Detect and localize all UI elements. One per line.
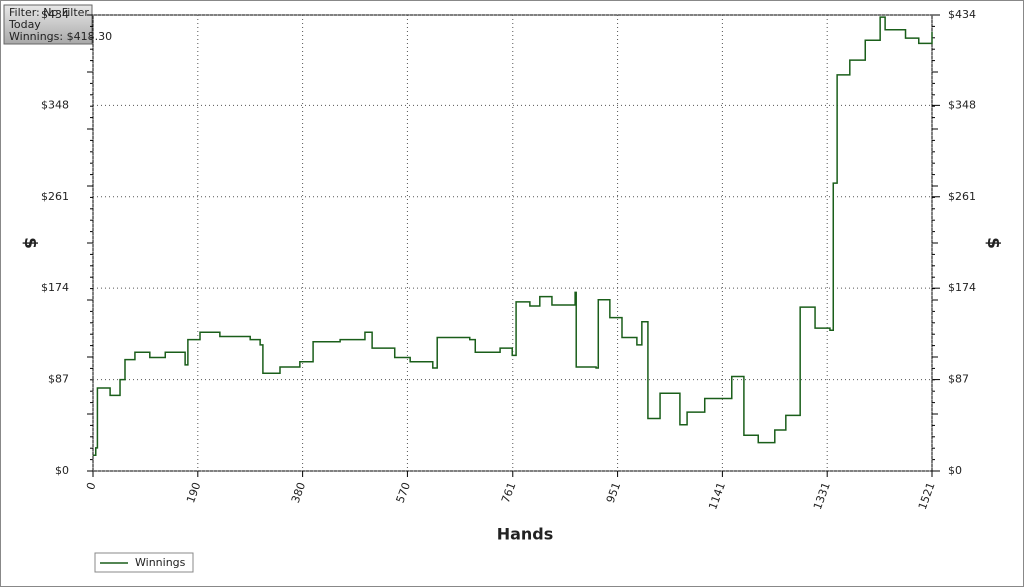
info-line: Today (8, 18, 41, 31)
y-tick-label: $261 (41, 190, 69, 203)
data-line (93, 16, 933, 456)
y-tick-label: $87 (48, 373, 69, 386)
x-axis-label: Hands (497, 525, 554, 544)
y-tick-label: $0 (55, 464, 69, 477)
y-tick-label: $434 (41, 8, 69, 21)
info-line: Winnings: $418.30 (9, 30, 112, 43)
y-tick-label: $174 (41, 281, 69, 294)
info-line: Filter: No Filter (9, 6, 89, 19)
y-axis-label: $ (20, 237, 40, 249)
y2-tick-label: $174 (948, 281, 976, 294)
y2-tick-label: $348 (948, 98, 976, 111)
legend-label: Winnings (135, 556, 186, 569)
y2-axis-label: $ (983, 237, 1003, 249)
y2-tick-label: $261 (948, 190, 976, 203)
y2-tick-label: $0 (948, 464, 962, 477)
x-tick-label: 0 (84, 481, 99, 492)
y2-tick-label: $434 (948, 8, 976, 21)
y2-tick-label: $87 (948, 373, 969, 386)
y-tick-label: $348 (41, 98, 69, 111)
info-box (3, 4, 93, 45)
legend (94, 552, 194, 573)
